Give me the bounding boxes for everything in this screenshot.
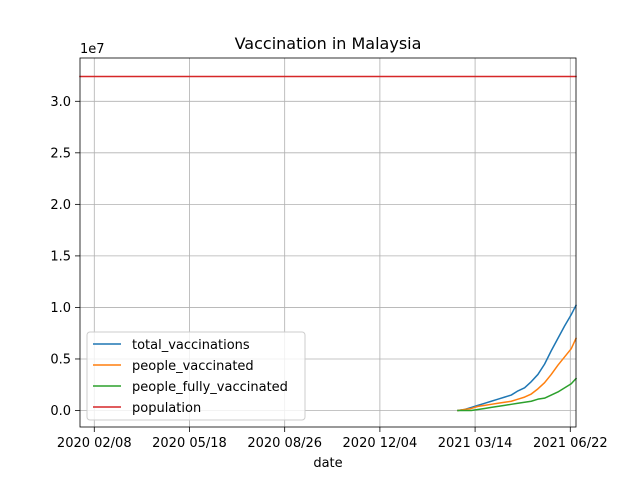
plot-area-frame <box>79 57 577 428</box>
legend-label: population <box>132 401 201 416</box>
x-tick-label: 2021 03/14 <box>438 436 513 451</box>
series-lines <box>79 75 578 412</box>
y-axis-ticks: 0.0 0.5 1.0 1.5 2.0 2.5 3.0 <box>50 95 80 419</box>
x-axis-ticks: 2020 02/08 2020 05/18 2020 08/26 2020 12/04… <box>57 427 608 451</box>
y-offset-label: 1e7 <box>80 42 105 57</box>
legend-label: total_vaccinations <box>132 338 250 353</box>
x-tick-label: 2020 05/18 <box>152 436 227 451</box>
legend-item: people_vaccinated <box>93 359 254 374</box>
series-line-people-fully-vaccinated <box>457 377 578 412</box>
x-tick-label: 2021 06/22 <box>533 436 608 451</box>
y-tick-label: 0.5 <box>50 352 71 367</box>
x-tick-label: 2020 08/26 <box>247 436 322 451</box>
x-tick-label: 2020 12/04 <box>343 436 418 451</box>
series-line-people-vaccinated <box>457 337 577 412</box>
series-line-total-vaccinations <box>457 304 578 412</box>
x-tick-label: 2020 02/08 <box>57 436 132 451</box>
y-tick-label: 1.0 <box>50 301 71 316</box>
chart-title: Vaccination in Malaysia <box>235 34 422 53</box>
y-tick-label: 0.0 <box>50 404 71 419</box>
legend-label: people_vaccinated <box>132 359 254 374</box>
legend-item: people_fully_vaccinated <box>93 380 288 395</box>
x-axis-title: date <box>313 456 342 471</box>
y-tick-label: 3.0 <box>50 95 71 110</box>
y-tick-label: 2.5 <box>50 146 71 161</box>
legend-item: population <box>93 401 201 416</box>
y-tick-label: 2.0 <box>50 198 71 213</box>
legend-item: total_vaccinations <box>93 338 250 353</box>
legend-label: people_fully_vaccinated <box>132 380 288 395</box>
legend: total_vaccinations people_vaccinatedpeopl… <box>86 331 306 421</box>
legend-box <box>86 331 306 421</box>
y-tick-label: 1.5 <box>50 249 71 264</box>
